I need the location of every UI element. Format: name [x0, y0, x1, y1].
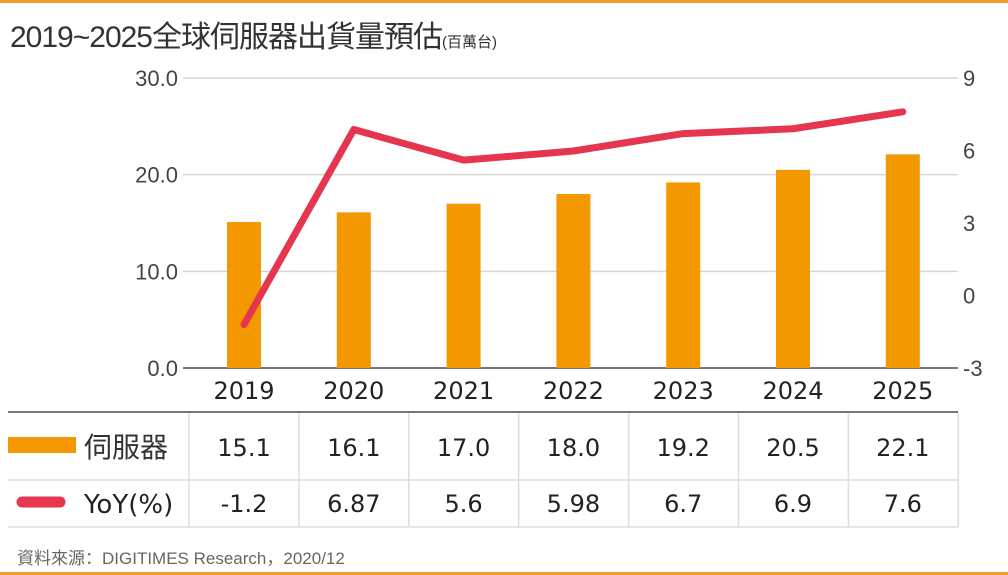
right-tick-label: 0: [963, 284, 975, 309]
table-cell-value: 16.1: [327, 434, 380, 462]
legend-line-label: YoY(%): [83, 490, 173, 520]
bottom-accent-bar: [0, 572, 1008, 575]
bar: [336, 212, 371, 368]
top-accent-bar: [0, 0, 1008, 3]
table-cell-yoy: 5.6: [445, 490, 483, 518]
right-tick-label: 6: [963, 139, 975, 164]
table-cell-value: 17.0: [437, 434, 490, 462]
unit-label: (百萬台): [442, 34, 497, 51]
left-tick-label: 10.0: [135, 259, 178, 284]
bar: [556, 194, 591, 368]
bar: [666, 182, 701, 368]
title-text: 2019~2025全球伺服器出貨量預估: [10, 21, 443, 54]
right-tick-label: 3: [963, 211, 975, 236]
table-cell-yoy: 6.87: [327, 490, 380, 518]
left-tick-label: 0.0: [147, 356, 178, 381]
x-tick-label: 2021: [433, 377, 494, 405]
source-note: 資料來源：DIGITIMES Research，2020/12: [17, 549, 345, 568]
bar: [885, 154, 920, 368]
table-cell-yoy: 7.6: [884, 490, 922, 518]
bar: [227, 222, 261, 368]
left-tick-label: 30.0: [135, 66, 178, 91]
chart-title: 2019~2025全球伺服器出貨量預估(百萬台): [10, 12, 497, 56]
x-tick-label: 2020: [323, 377, 384, 405]
x-tick-label: 2023: [653, 377, 714, 405]
right-tick-label: -3: [963, 356, 983, 381]
table-cell-yoy: 5.98: [547, 490, 600, 518]
table-cell-value: 20.5: [766, 434, 819, 462]
bar: [776, 169, 810, 368]
x-tick-label: 2019: [213, 377, 274, 405]
table-cell-yoy: -1.2: [221, 490, 268, 518]
legend-bar-label: 伺服器: [84, 432, 168, 463]
bar: [446, 203, 481, 368]
x-tick-label: 2024: [762, 377, 823, 405]
right-tick-label: 9: [963, 66, 975, 91]
table-cell-value: 15.1: [217, 434, 270, 462]
table-cell-value: 22.1: [876, 434, 929, 462]
table-cell-value: 18.0: [547, 434, 600, 462]
legend-bar-swatch: [8, 437, 76, 453]
x-tick-label: 2022: [543, 377, 604, 405]
x-tick-label: 2025: [872, 377, 933, 405]
left-tick-label: 20.0: [135, 163, 178, 188]
table-cell-value: 19.2: [656, 434, 709, 462]
table-cell-yoy: 6.7: [664, 490, 702, 518]
table-cell-yoy: 6.9: [774, 490, 812, 518]
